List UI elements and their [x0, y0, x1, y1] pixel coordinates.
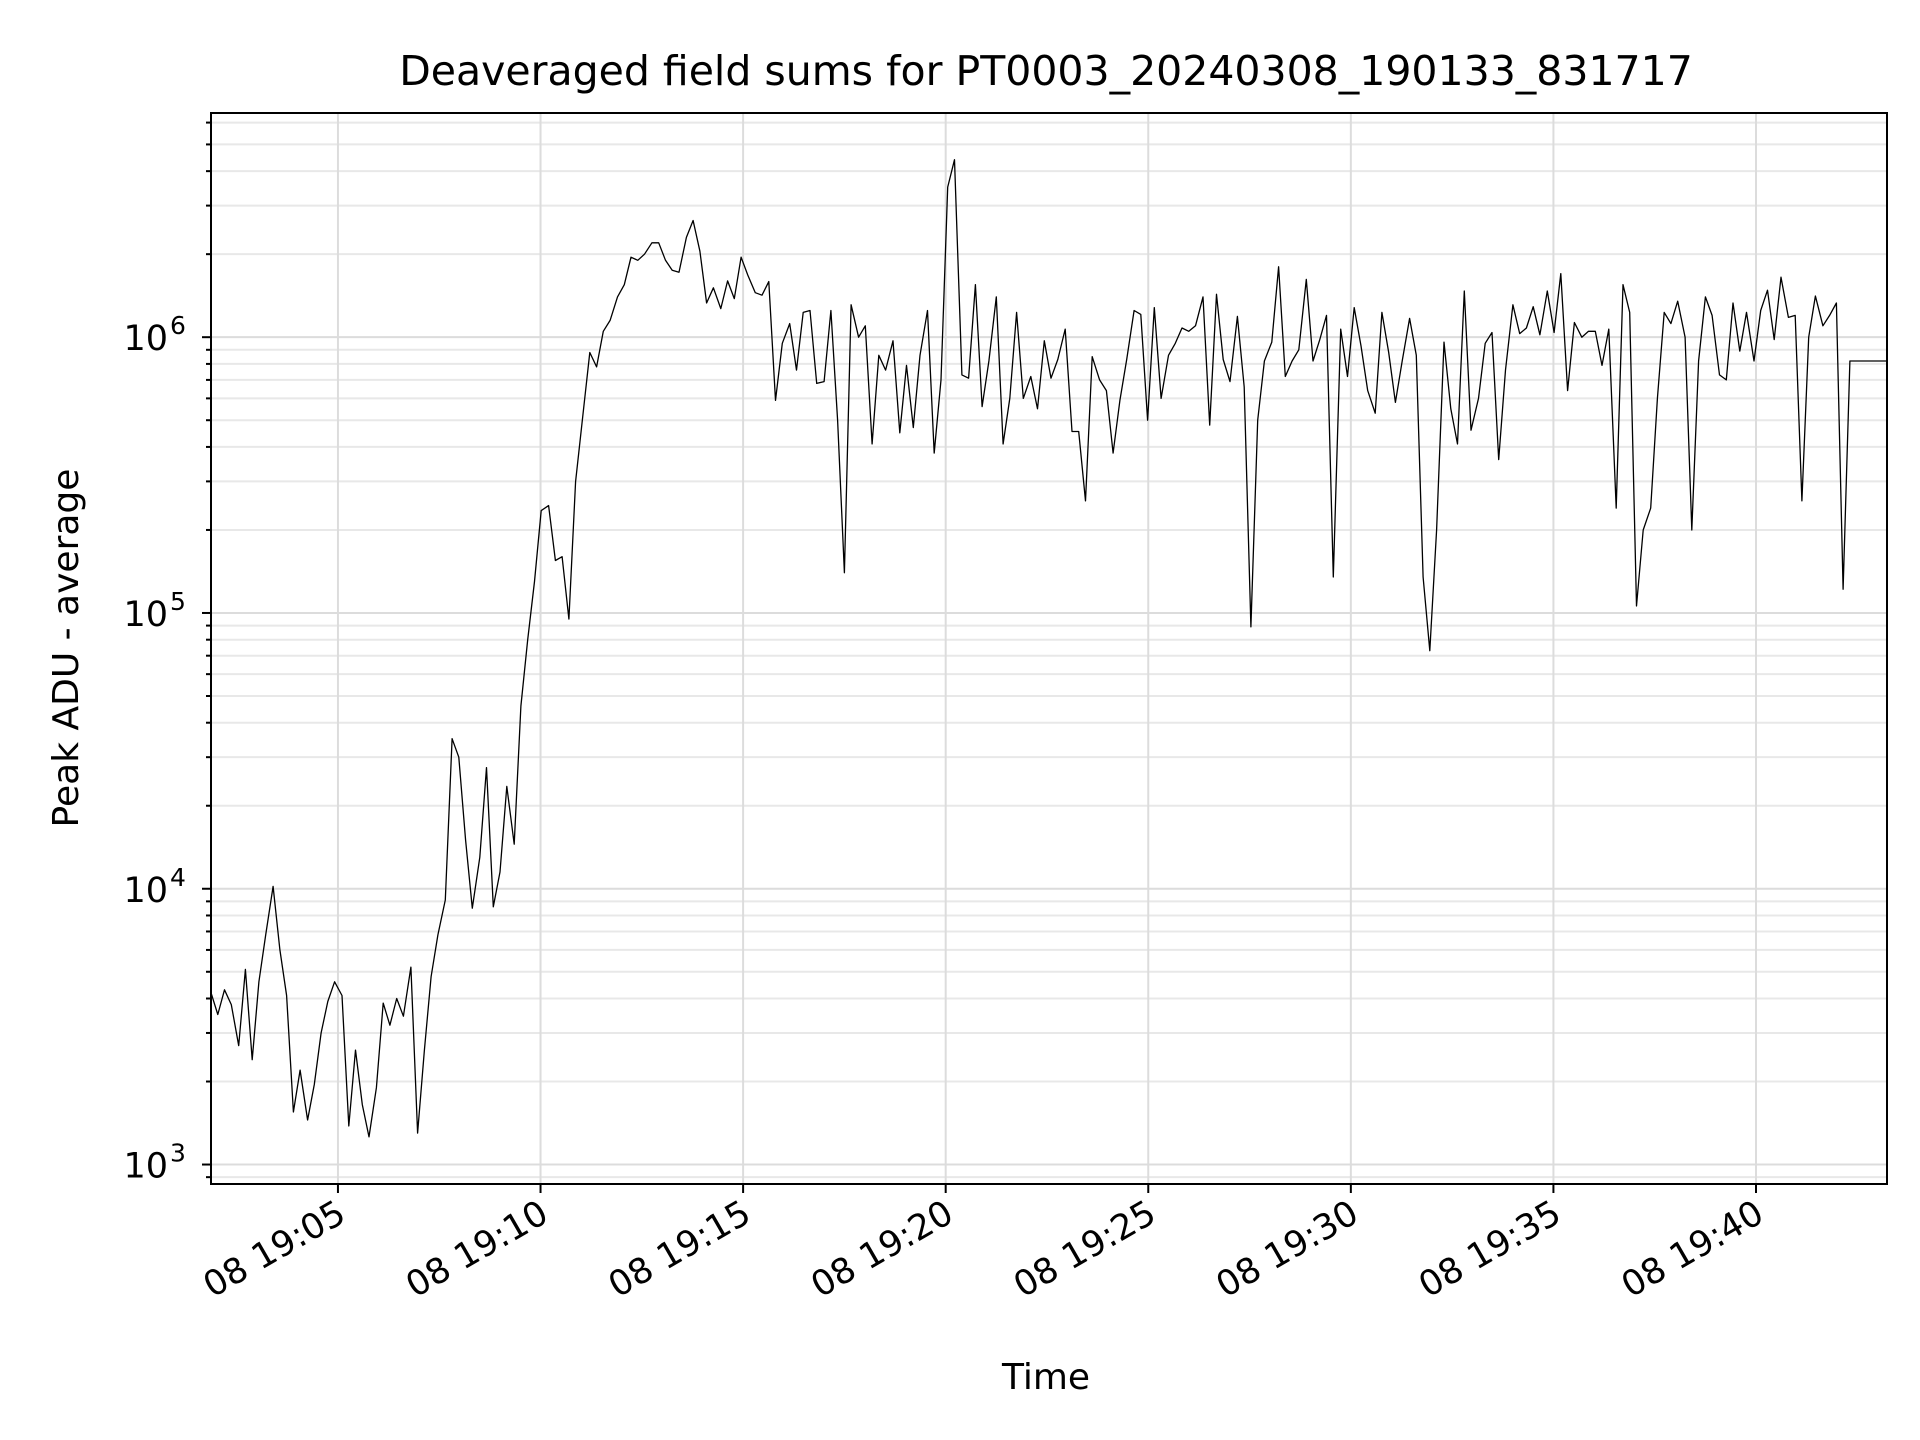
y-tick-label: 10 6 [123, 311, 185, 359]
plot-area-frame [210, 112, 1888, 1185]
axis-ticks [202, 121, 1757, 1193]
chart-title: Deaveraged field sums for PT0003_2024030… [399, 47, 1693, 95]
series-line [210, 159, 1887, 1138]
y-tick-label-exponent: 5 [170, 587, 186, 616]
y-tick-label-base: 10 [123, 871, 168, 911]
series-layer [210, 159, 1887, 1138]
y-tick-label-exponent: 3 [170, 1139, 186, 1168]
y-tick-label: 10 5 [123, 587, 185, 635]
grid-lines [211, 113, 1887, 1184]
y-tick-label-base: 10 [123, 1147, 168, 1187]
x-axis-label: Time [1001, 1357, 1090, 1398]
y-tick-label-exponent: 4 [170, 863, 186, 892]
y-tick-label: 10 4 [123, 863, 185, 911]
y-tick-label-base: 10 [123, 595, 168, 635]
y-tick-label-exponent: 6 [170, 311, 186, 340]
y-axis-label: Peak ADU - average [46, 469, 87, 828]
y-tick-label-base: 10 [123, 319, 168, 359]
y-tick-label: 10 3 [123, 1139, 185, 1187]
